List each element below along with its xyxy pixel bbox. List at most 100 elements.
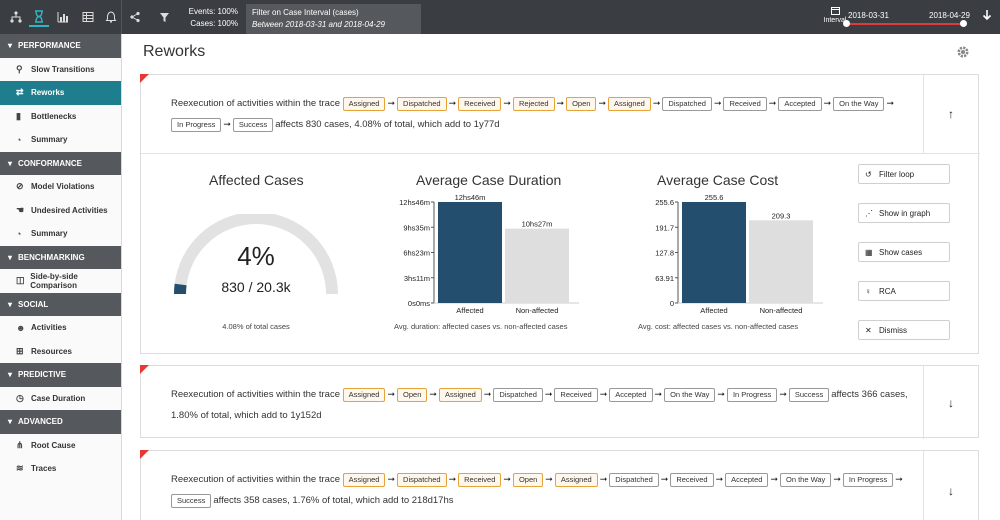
calendar-icon — [830, 7, 840, 15]
expand-button[interactable]: ↓ — [923, 451, 978, 520]
sidebar-section-label: ADVANCED — [18, 417, 63, 427]
process-map-icon[interactable] — [6, 7, 26, 27]
sidebar-item-case-duration[interactable]: ◷ Case Duration — [0, 387, 121, 411]
sidebar-item-undesired-activities[interactable]: ☚ Undesired Activities — [0, 199, 121, 223]
sidebar-item-side-by-side-comparison[interactable]: ◫ Side-by-side Comparison — [0, 269, 121, 293]
sidebar-item-model-violations[interactable]: ⊘ Model Violations — [0, 175, 121, 199]
interval-label: Interval — [823, 17, 847, 24]
rca-button[interactable]: ♀ RCA — [858, 281, 950, 301]
show-cases-button[interactable]: ▦ Show cases — [858, 242, 950, 262]
activity-chip: Success — [788, 387, 830, 402]
slider-handle-start[interactable] — [843, 20, 850, 27]
sidebar-section[interactable]: ▾ BENCHMARKING — [0, 245, 121, 269]
arrow-right-icon: ➞ — [545, 474, 553, 484]
rework-stats-text: affects 830 cases, — [275, 119, 355, 131]
collapse-button[interactable]: ↑ — [923, 75, 978, 153]
table-icon[interactable] — [78, 7, 98, 27]
filter-icon[interactable] — [154, 7, 174, 27]
sidebar-item-summary[interactable]: ◔ Summary — [0, 128, 121, 152]
show-in-graph-button[interactable]: ⋰ Show in graph — [858, 203, 950, 223]
expand-button[interactable]: ↓ — [923, 366, 978, 439]
interval-slider[interactable] — [843, 20, 967, 27]
x-tick-label: Affected — [700, 306, 727, 315]
activity-chip: Success — [232, 117, 274, 132]
chevron-down-icon: ▾ — [8, 41, 13, 51]
sidebar-section-label: SOCIAL — [18, 299, 49, 309]
filter-loop-button[interactable]: ↺ Filter loop — [858, 164, 950, 184]
sidebar-item-slow-transitions[interactable]: ⚲ Slow Transitions — [0, 58, 121, 82]
download-icon[interactable] — [982, 9, 992, 24]
sidebar-item-traces[interactable]: ≋ Traces — [0, 457, 121, 481]
affected-fraction: 830 / 20.3k — [221, 279, 291, 295]
sidebar-item-activities[interactable]: ☻ Activities — [0, 316, 121, 340]
activity-chip: Open — [512, 472, 544, 487]
sidebar-item-bottlenecks[interactable]: ▮ Bottlenecks — [0, 105, 121, 129]
arrow-right-icon: ➞ — [448, 474, 457, 484]
sidebar-item-reworks[interactable]: ⇄ Reworks — [0, 81, 121, 105]
rework-total-text: of total, which add to 218d17hs — [319, 495, 454, 507]
card-corner-marker — [140, 365, 149, 374]
activity-chip: Assigned — [342, 387, 386, 402]
hourglass-icon[interactable] — [29, 7, 49, 27]
sidebar-section[interactable]: ▾ PERFORMANCE — [0, 34, 121, 58]
sidebar-item-root-cause[interactable]: ⋔ Root Cause — [0, 434, 121, 458]
bar-affected — [682, 202, 746, 303]
button-label: Dismiss — [879, 325, 907, 335]
sidebar-section[interactable]: ▾ SOCIAL — [0, 292, 121, 316]
arrow-right-icon: ➞ — [503, 474, 511, 484]
sidebar-item-label: Root Cause — [31, 440, 76, 450]
toolbar-separator — [121, 0, 122, 34]
arrow-right-icon: ➞ — [387, 389, 396, 399]
active-filter[interactable]: Filter on Case Interval (cases) Between … — [246, 4, 421, 34]
bar-chart-icon[interactable] — [53, 7, 73, 27]
share-icon[interactable] — [125, 7, 145, 27]
interval-control[interactable]: Interval — [820, 6, 850, 24]
sidebar-item-summary[interactable]: ◔ Summary — [0, 222, 121, 246]
card-header[interactable]: Reexecution of activities within the tra… — [141, 75, 978, 153]
undo-icon: ↺ — [865, 169, 872, 179]
card-header[interactable]: Reexecution of activities within the tra… — [141, 451, 978, 520]
top-toolbar: Events: 100% Cases: 100% Filter on Case … — [0, 0, 1000, 34]
gear-icon[interactable] — [956, 45, 970, 63]
sidebar-item-resources[interactable]: ⊞ Resources — [0, 340, 121, 364]
date-to: 2018-04-29 — [929, 11, 970, 20]
sidebar-item-label: Activities — [31, 323, 67, 333]
rework-total-text: of total, which add to 1y77d — [381, 119, 500, 131]
slider-handle-end[interactable] — [960, 20, 967, 27]
sidebar-section-label: CONFORMANCE — [18, 158, 83, 168]
sidebar-section[interactable]: ▾ ADVANCED — [0, 410, 121, 434]
sidebar-section[interactable]: ▾ CONFORMANCE — [0, 151, 121, 175]
x-tick-label: Non-affected — [516, 306, 559, 315]
chevron-down-icon: ▾ — [8, 417, 13, 427]
chevron-down-icon: ▾ — [8, 299, 13, 309]
sidebar-section[interactable]: ▾ PREDICTIVE — [0, 363, 121, 387]
activity-chip: In Progress — [171, 117, 222, 132]
activity-chip: Accepted — [778, 96, 822, 111]
chart-caption: Avg. duration: affected cases vs. non-af… — [394, 322, 568, 331]
activity-chip: Accepted — [725, 472, 769, 487]
rework-description: Reexecution of activities within the tra… — [171, 93, 911, 135]
arrow-right-icon: ➞ — [713, 98, 722, 108]
arrow-right-icon: ➞ — [833, 474, 841, 484]
events-stat: Events: 100% — [188, 7, 238, 16]
activity-chip: Received — [458, 472, 502, 487]
activity-chip: Received — [670, 472, 714, 487]
arrow-right-icon: ➞ — [768, 98, 777, 108]
sidebar-section-label: PERFORMANCE — [18, 41, 81, 51]
activity-chip: Dispatched — [397, 472, 447, 487]
card-header[interactable]: Reexecution of activities within the tra… — [141, 366, 978, 439]
bell-icon[interactable] — [101, 7, 121, 27]
rework-stats-text: affects 366 cases, — [831, 389, 908, 401]
repeat-icon: ⇄ — [16, 87, 24, 98]
rework-percent: 4.08% — [354, 119, 382, 131]
dismiss-button[interactable]: ✕ Dismiss — [858, 320, 950, 340]
traces-icon: ≋ — [16, 463, 24, 474]
rework-card: Reexecution of activities within the tra… — [140, 365, 979, 439]
arrow-down-icon: ↓ — [948, 395, 954, 410]
arrow-right-icon: ➞ — [770, 474, 778, 484]
activity-chip: Dispatched — [397, 96, 447, 111]
activity-chip: Open — [397, 387, 428, 402]
tree-icon: ⋔ — [16, 439, 24, 450]
filter-range: Between 2018-03-31 and 2018-04-29 — [252, 20, 385, 29]
rework-prefix: Reexecution of activities within the tra… — [171, 474, 343, 486]
